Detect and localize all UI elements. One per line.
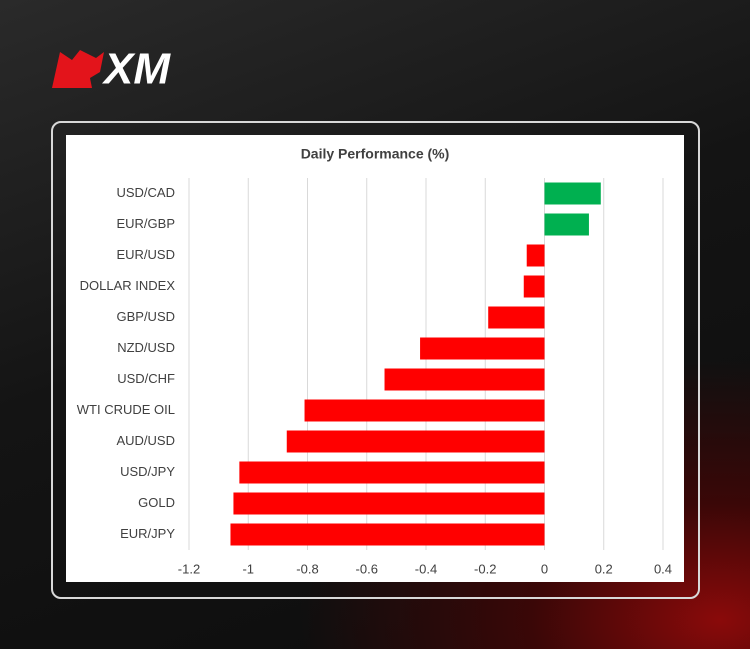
x-tick-label: -1.2: [178, 561, 200, 576]
bar: [384, 368, 545, 391]
card: [51, 121, 700, 599]
y-tick-label: USD/CHF: [117, 371, 175, 386]
logo-text: XM: [101, 45, 171, 94]
bar: [488, 306, 545, 329]
y-tick-label: WTI CRUDE OIL: [77, 402, 175, 417]
x-tick-label: 0: [541, 561, 548, 576]
chart-title: Daily Performance (%): [301, 146, 450, 162]
x-tick-label: -0.4: [415, 561, 437, 576]
y-tick-label: USD/CAD: [116, 185, 175, 200]
y-tick-label: EUR/USD: [116, 247, 175, 262]
bar: [523, 275, 545, 298]
x-tick-label: -0.6: [356, 561, 378, 576]
y-tick-label: GBP/USD: [116, 309, 175, 324]
x-tick-label: -0.8: [296, 561, 318, 576]
bar: [286, 430, 545, 453]
bar: [239, 461, 545, 484]
bar: [526, 244, 545, 267]
y-tick-label: EUR/JPY: [120, 526, 175, 541]
bar: [233, 492, 545, 515]
y-tick-label: USD/JPY: [120, 464, 175, 479]
y-tick-label: GOLD: [138, 495, 175, 510]
x-tick-label: -1: [242, 561, 254, 576]
x-tick-label: 0.4: [654, 561, 672, 576]
bar: [544, 213, 589, 236]
y-tick-label: AUD/USD: [116, 433, 175, 448]
x-tick-label: 0.2: [595, 561, 613, 576]
y-tick-label: DOLLAR INDEX: [80, 278, 176, 293]
bar: [230, 523, 545, 546]
logo: XM: [52, 45, 171, 94]
bar: [420, 337, 545, 360]
logo-mark: [52, 50, 104, 88]
y-tick-label: NZD/USD: [117, 340, 175, 355]
y-tick-label: EUR/GBP: [116, 216, 175, 231]
bar: [544, 182, 601, 205]
bar: [304, 399, 545, 422]
x-tick-label: -0.2: [474, 561, 496, 576]
